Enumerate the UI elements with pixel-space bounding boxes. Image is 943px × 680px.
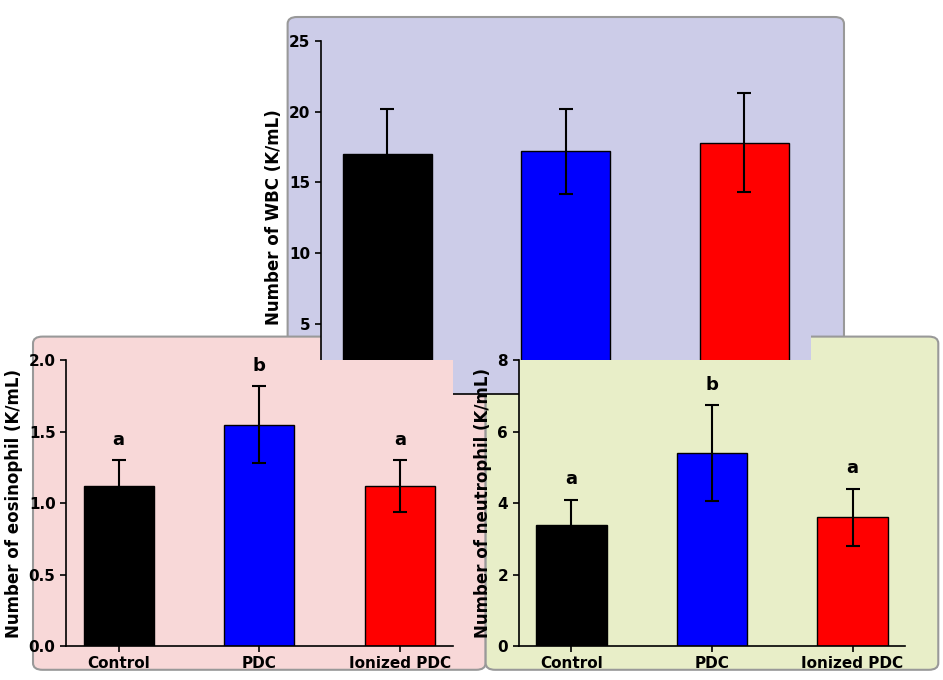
Bar (84, 486, 154, 646)
Y-axis label: Number of WBC (K/mL): Number of WBC (K/mL) (265, 109, 283, 326)
Bar (677, 453, 747, 646)
Bar (521, 151, 610, 394)
Text: a: a (113, 431, 124, 449)
Text: b: b (705, 375, 719, 394)
Text: a: a (566, 470, 577, 488)
Bar (818, 517, 887, 646)
Bar (537, 525, 606, 646)
Bar (343, 154, 432, 394)
Y-axis label: Number of neutrophil (K/mL): Number of neutrophil (K/mL) (474, 368, 492, 639)
Bar (224, 424, 294, 646)
Bar (365, 486, 435, 646)
Text: a: a (394, 431, 405, 449)
Text: a: a (847, 460, 858, 477)
Text: b: b (253, 357, 266, 375)
Y-axis label: Number of eosinophil (K/mL): Number of eosinophil (K/mL) (5, 369, 23, 638)
Bar (700, 143, 788, 394)
